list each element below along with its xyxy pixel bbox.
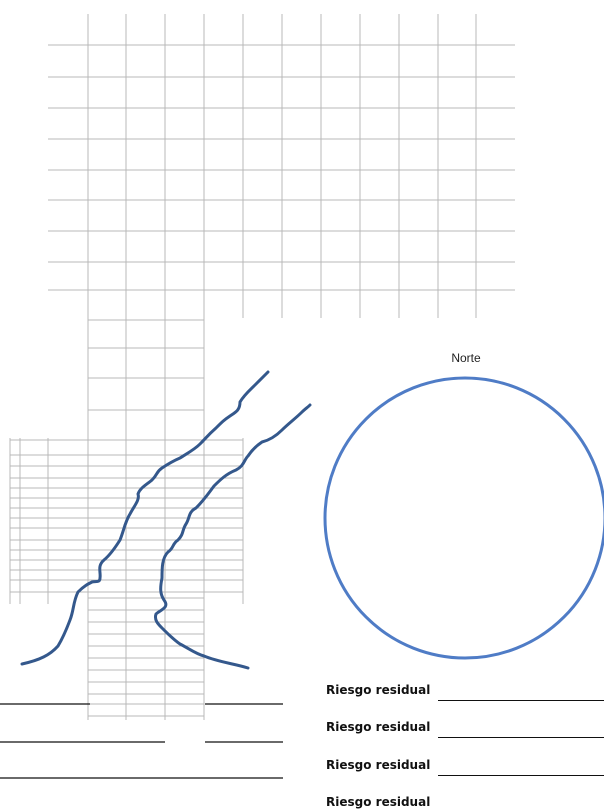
riesgo-label-2: Riesgo residual (326, 720, 431, 734)
street-grid (9, 14, 515, 720)
riesgo-field-1[interactable] (438, 700, 604, 701)
blank-answer-lines (0, 703, 283, 779)
riesgo-label-4: Riesgo residual (326, 795, 431, 809)
riesgo-label-1: Riesgo residual (326, 683, 431, 697)
river-bank-left (20, 370, 270, 666)
compass-north-label: Norte (451, 351, 481, 365)
river-bank-right (154, 403, 312, 670)
riesgo-label-3: Riesgo residual (326, 758, 431, 772)
riesgo-field-3[interactable] (438, 775, 604, 776)
compass-circle (323, 376, 604, 660)
riesgo-field-2[interactable] (438, 737, 604, 738)
